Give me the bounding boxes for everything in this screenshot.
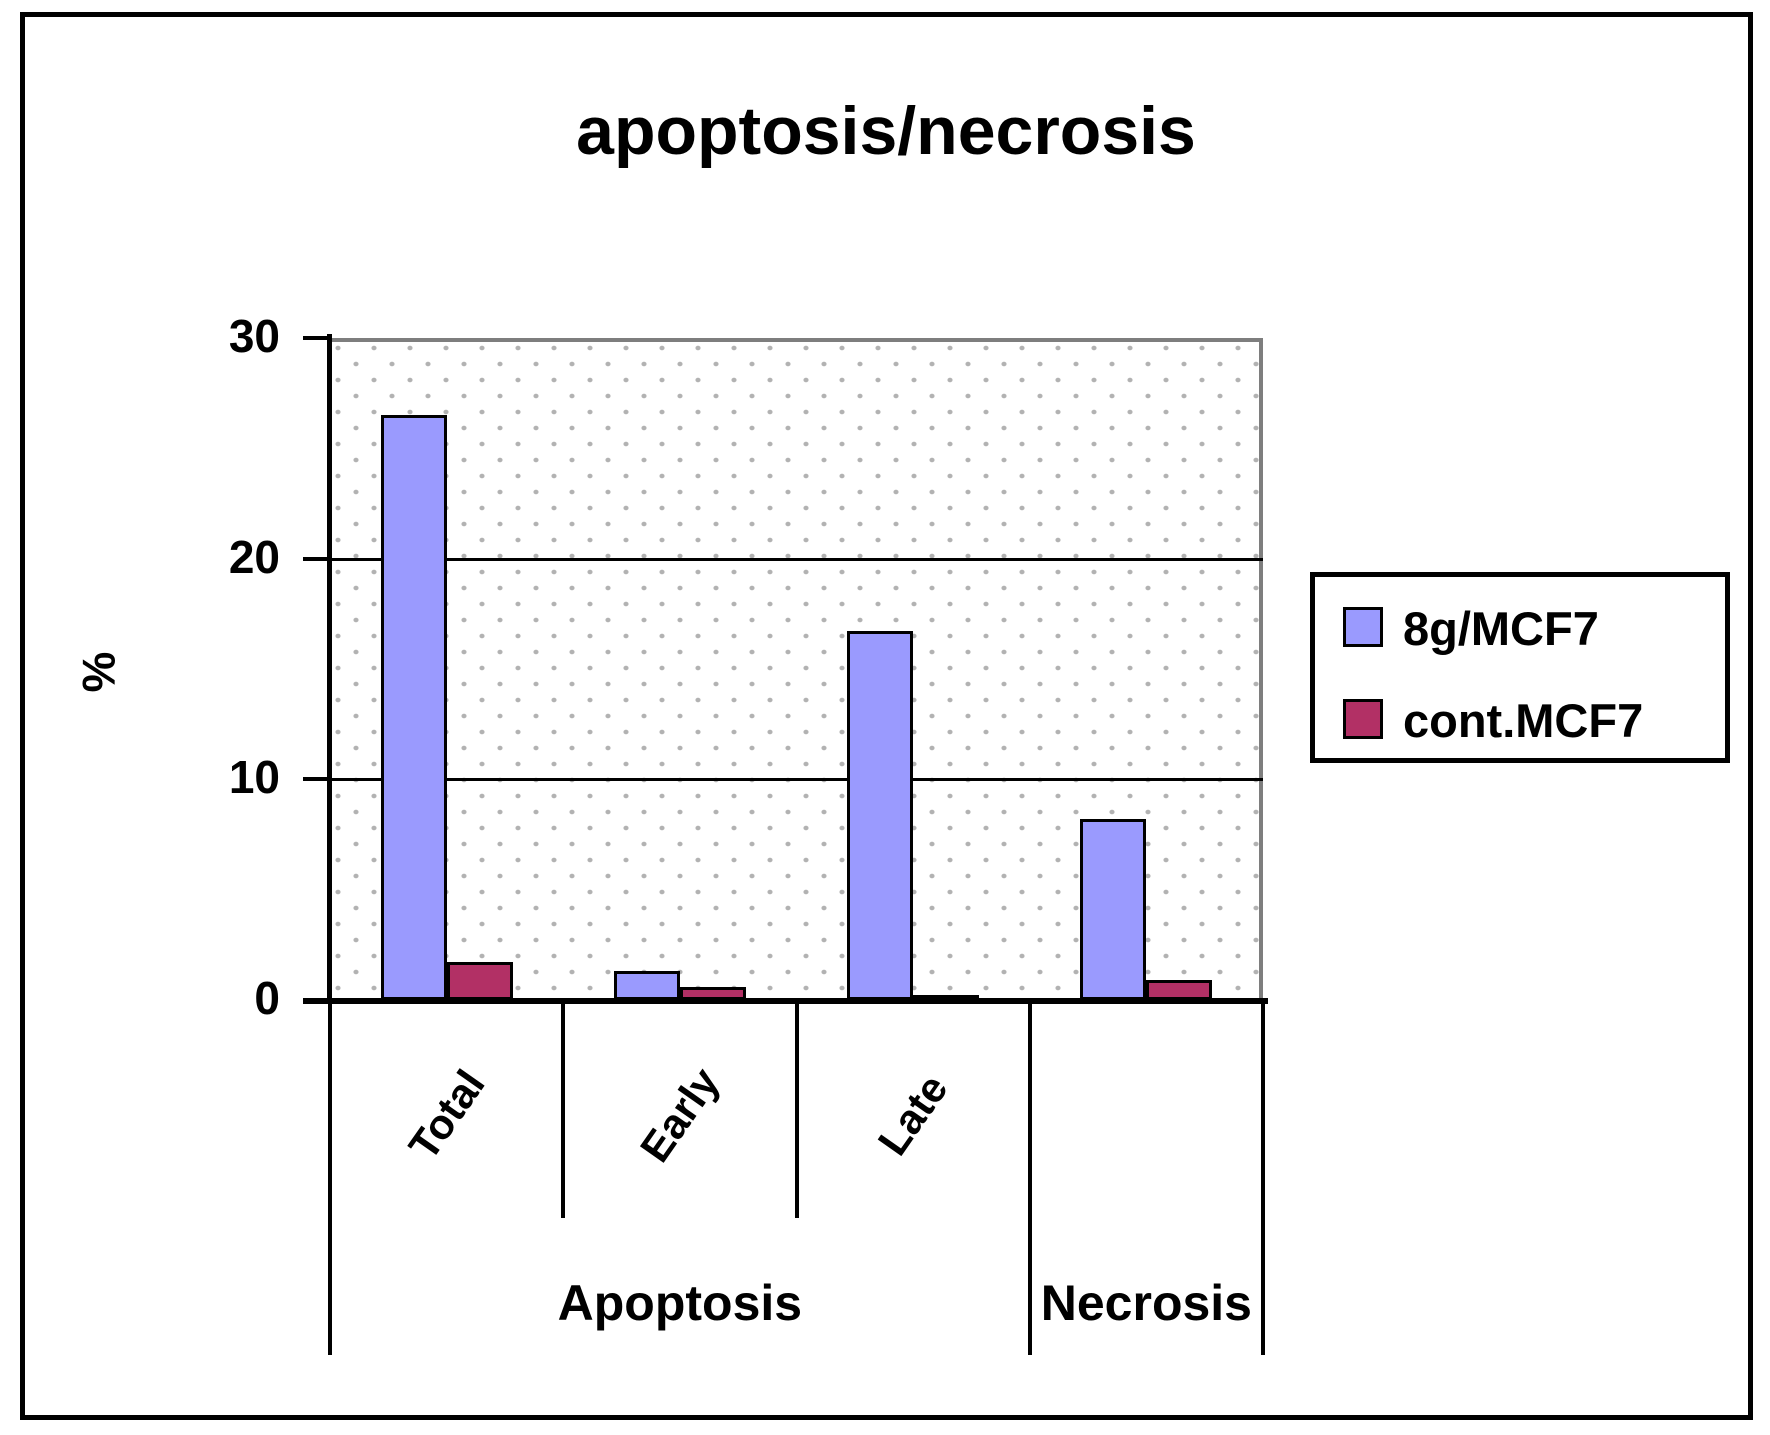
legend-label-cont.MCF7: cont.MCF7	[1403, 694, 1644, 747]
x-axis-line	[303, 998, 1268, 1004]
y-tick-label-0: 0	[254, 971, 280, 1024]
axis-separator-4	[1261, 1000, 1265, 1355]
y-axis-line	[327, 334, 332, 1004]
legend-swatch-cont.MCF7	[1343, 699, 1383, 739]
group-label-Necrosis: Necrosis	[1040, 1275, 1252, 1331]
bar-cont.MCF7-Total	[446, 962, 513, 1000]
y-tick-label-10: 10	[228, 751, 280, 804]
legend-swatch-8g/MCF7	[1343, 607, 1383, 647]
chart-title: apoptosis/necrosis	[576, 93, 1196, 169]
gridline-20	[332, 557, 1263, 561]
y-tick-10	[303, 777, 330, 782]
y-tick-30	[303, 336, 330, 340]
figure-border	[20, 12, 1753, 1420]
axis-separator-2	[794, 1000, 799, 1218]
y-tick-20	[303, 556, 330, 561]
group-label-Apoptosis: Apoptosis	[557, 1275, 803, 1331]
y-tick-label-30: 30	[228, 309, 280, 362]
axis-separator-3	[1027, 1000, 1032, 1355]
y-axis-title: %	[72, 651, 125, 693]
bar-cont.MCF7-Necrosis	[1146, 980, 1213, 1000]
bar-8g/MCF7-Early	[613, 971, 680, 1000]
y-tick-label-20: 20	[228, 530, 280, 583]
bar-8g/MCF7-Total	[380, 415, 447, 1000]
legend-label-8g/MCF7: 8g/MCF7	[1403, 602, 1599, 655]
axis-separator-1	[561, 1000, 566, 1218]
bar-8g/MCF7-Necrosis	[1080, 819, 1147, 1000]
gridline-10	[332, 778, 1263, 782]
legend-box: 8g/MCF7 cont.MCF7	[1310, 572, 1730, 763]
axis-separator-0	[328, 1000, 332, 1355]
bar-8g/MCF7-Late	[847, 631, 914, 1000]
